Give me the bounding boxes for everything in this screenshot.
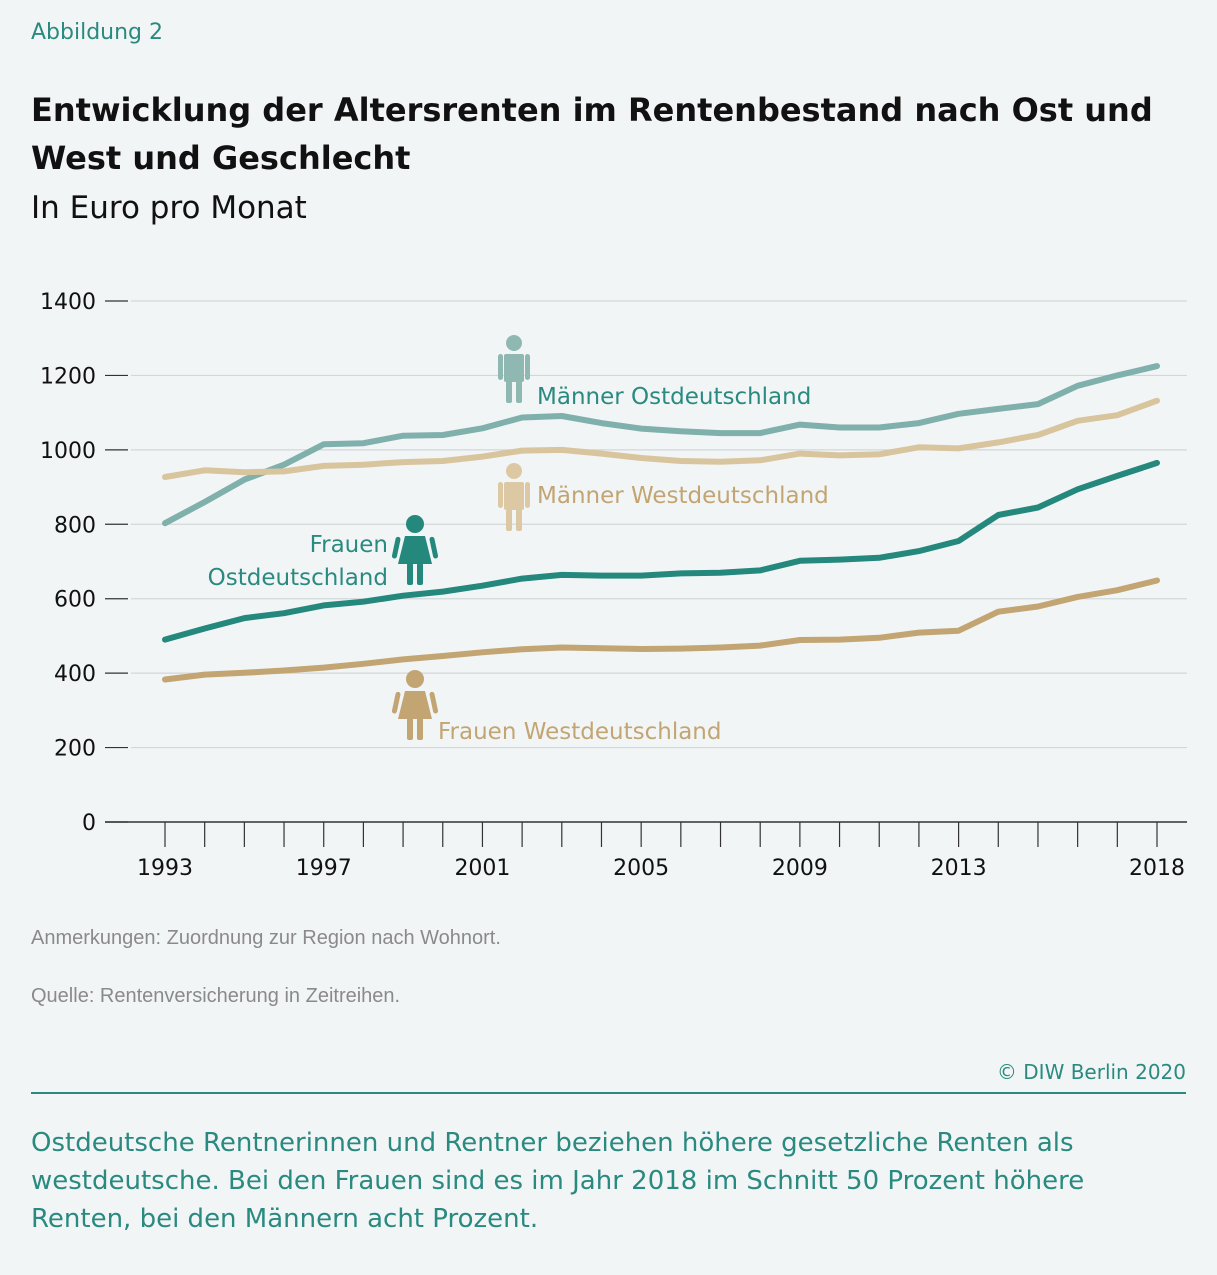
x-tick-label: 2018 (1129, 856, 1185, 881)
x-axis: 1993 1997 2001 2005 2009 2013 2018 (105, 821, 1187, 881)
series-label-maenner-west: Männer Westdeutschland (537, 483, 829, 509)
x-tick-label: 2001 (454, 856, 510, 881)
key-message: Ostdeutsche Rentnerinnen und Rentner bez… (31, 1128, 1085, 1234)
y-tick-label: 0 (82, 811, 96, 836)
series-label-maenner-ost: Männer Ostdeutschland (537, 384, 811, 410)
annotations: Männer Ostdeutschland Männer Westdeutsch… (208, 335, 829, 745)
y-tick-label: 600 (54, 588, 96, 613)
figure-label: Abbildung 2 (31, 20, 164, 45)
chart-subtitle: In Euro pro Monat (31, 190, 307, 226)
series-label-frauen-ost: Frauen (310, 532, 388, 558)
y-tick-label: 200 (54, 737, 96, 762)
divider (31, 1092, 1186, 1094)
series-line-1 (162, 397, 1160, 480)
x-tick-label: 1993 (137, 856, 193, 881)
male-person-icon (498, 335, 530, 403)
series-label-frauen-west: Frauen Westdeutschland (438, 719, 721, 745)
series-line-0 (162, 363, 1160, 527)
y-tick-label: 1400 (40, 290, 96, 315)
series (162, 363, 1160, 683)
x-tick-label: 2013 (931, 856, 987, 881)
series-label-frauen-ost-line2: Ostdeutschland (208, 565, 388, 591)
x-tick-label: 2009 (772, 856, 828, 881)
series-line-2 (162, 459, 1160, 643)
y-tick-label: 400 (54, 662, 96, 687)
female-person-icon (391, 515, 439, 585)
note-quelle: Quelle: Rentenversicherung in Zeitreihen… (31, 985, 401, 1007)
x-tick-label: 2005 (613, 856, 669, 881)
line-chart: 0 200 400 600 800 1000 1200 1400 1993 1997 2001 20… (40, 290, 1187, 881)
y-tick-label: 1200 (40, 364, 96, 389)
female-person-icon (391, 670, 439, 740)
x-tick-label: 1997 (296, 856, 352, 881)
male-person-icon (498, 463, 530, 531)
y-tick-label: 800 (54, 513, 96, 538)
copyright: © DIW Berlin 2020 (996, 1060, 1186, 1084)
chart-title: Entwicklung der Altersrenten im Rentenbe… (31, 91, 1153, 177)
y-axis: 0 200 400 600 800 1000 1200 1400 (40, 290, 128, 836)
series-line-3 (162, 577, 1160, 683)
grid (131, 300, 1187, 749)
note-anmerkungen: Anmerkungen: Zuordnung zur Region nach W… (31, 927, 501, 949)
y-tick-label: 1000 (40, 439, 96, 464)
